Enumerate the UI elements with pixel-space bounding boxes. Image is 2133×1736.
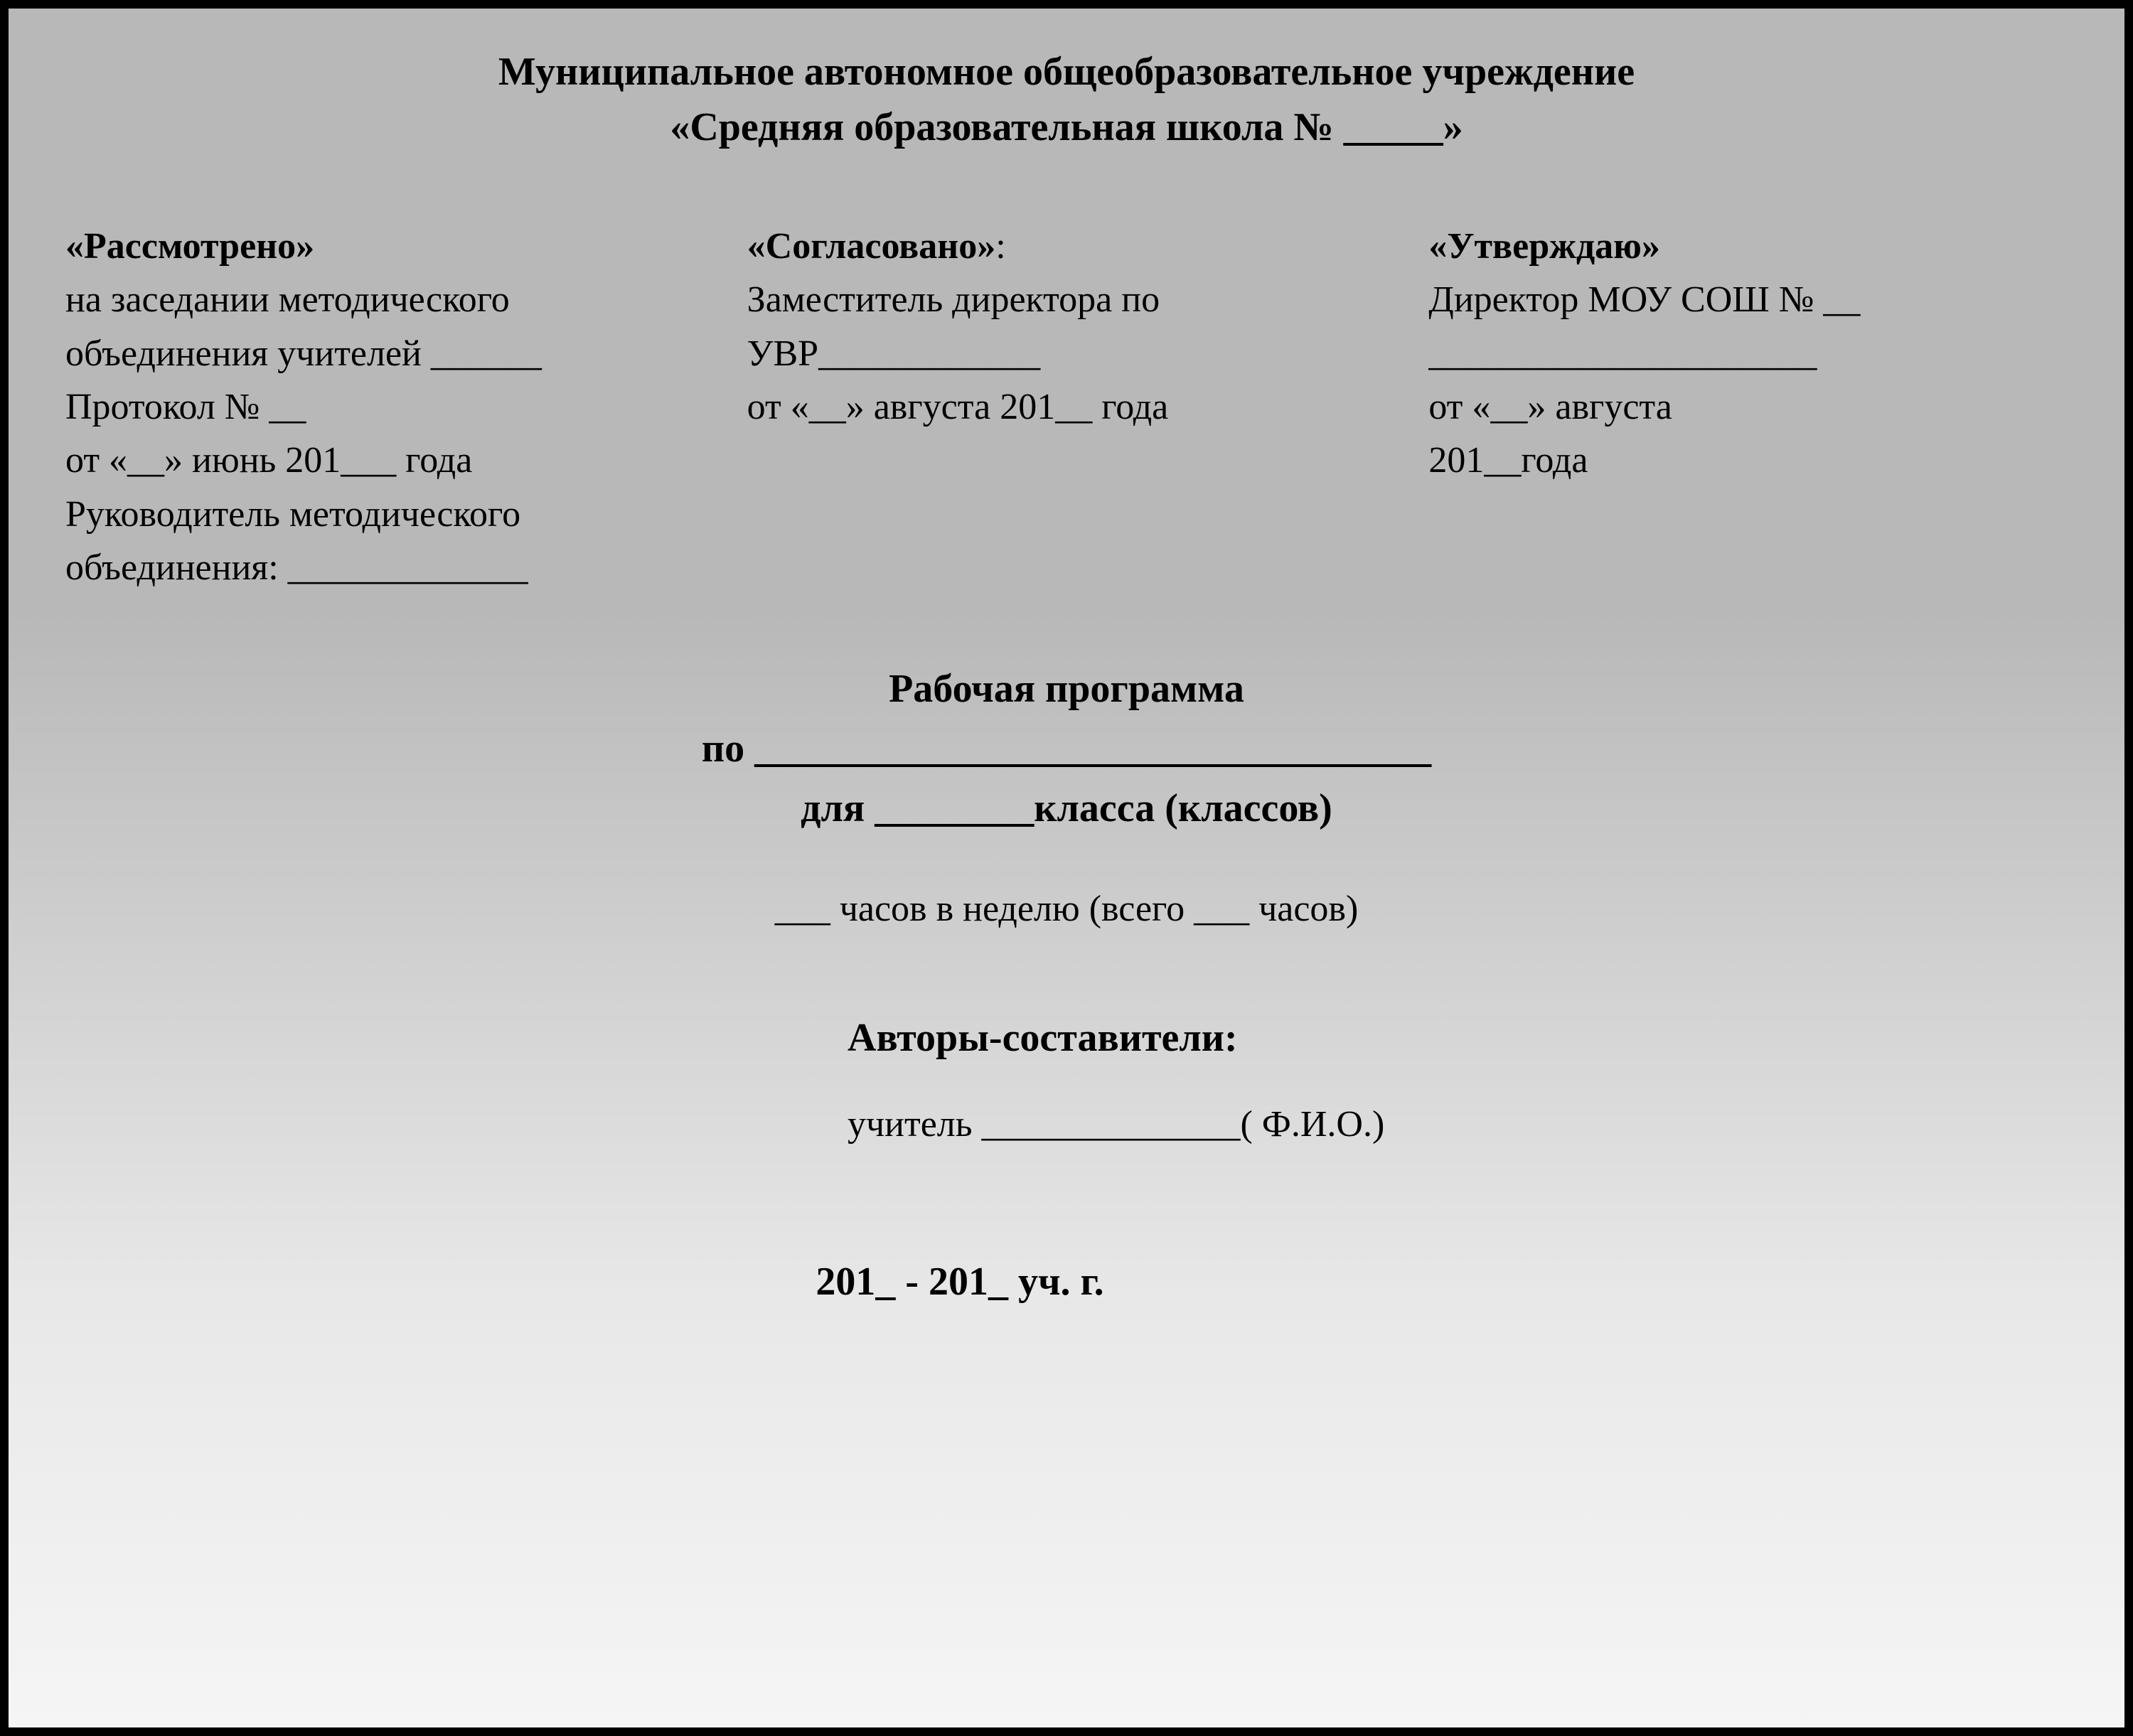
approved-title: «Утверждаю» [1428, 226, 1660, 267]
academic-year-line: 201_ - 201_ уч. г. [0, 1259, 2068, 1304]
approved-signature-line: _____________________ [1428, 327, 2068, 380]
agreed-title-suffix: : [995, 226, 1005, 267]
reviewed-title: «Рассмотрено» [65, 226, 314, 267]
document-header: Муниципальное автономное общеобразовател… [65, 44, 2068, 156]
hours-line: ___ часов в неделю (всего ___ часов) [65, 888, 2068, 930]
agreed-line1: Заместитель директора по [747, 273, 1386, 326]
approval-reviewed-column: «Рассмотрено» на заседании методического… [65, 220, 705, 595]
reviewed-protocol: Протокол № __ [65, 380, 705, 434]
header-institution-line1: Муниципальное автономное общеобразовател… [65, 44, 2068, 100]
reviewed-line1: на заседании методического [65, 273, 705, 326]
program-class-line: для ________класса (классов) [65, 778, 2068, 838]
authors-teacher-line: учитель ______________( Ф.И.О.) [848, 1103, 2068, 1145]
agreed-title: «Согласовано» [747, 226, 996, 267]
approval-approved-column: «Утверждаю» Директор МОУ СОШ № __ ______… [1428, 220, 2068, 595]
document-page: Муниципальное автономное общеобразовател… [0, 0, 2133, 1736]
approved-director: Директор МОУ СОШ № __ [1428, 273, 2068, 326]
agreed-date: от «__» августа 201__ года [747, 380, 1386, 434]
approved-date-line2: 201__года [1428, 434, 2068, 487]
reviewed-line2: объединения учителей ______ [65, 327, 705, 380]
program-title-block: Рабочая программа по ___________________… [65, 659, 2068, 838]
approved-date-line1: от «__» августа [1428, 380, 2068, 434]
program-title: Рабочая программа [65, 659, 2068, 719]
authors-title: Авторы-составители: [848, 1015, 2068, 1061]
reviewed-leader-line2: объединения: _____________ [65, 541, 705, 594]
reviewed-date: от «__» июнь 201___ года [65, 434, 705, 487]
header-institution-line2: «Средняя образовательная школа № _____» [65, 100, 2068, 155]
approval-agreed-column: «Согласовано»: Заместитель директора по … [747, 220, 1386, 595]
authors-block: Авторы-составители: учитель ____________… [848, 1015, 2068, 1145]
reviewed-leader-line1: Руководитель методического [65, 488, 705, 541]
approval-section: «Рассмотрено» на заседании методического… [65, 220, 2068, 595]
agreed-line2: УВР____________ [747, 327, 1386, 380]
program-subject-line: по __________________________________ [65, 719, 2068, 778]
